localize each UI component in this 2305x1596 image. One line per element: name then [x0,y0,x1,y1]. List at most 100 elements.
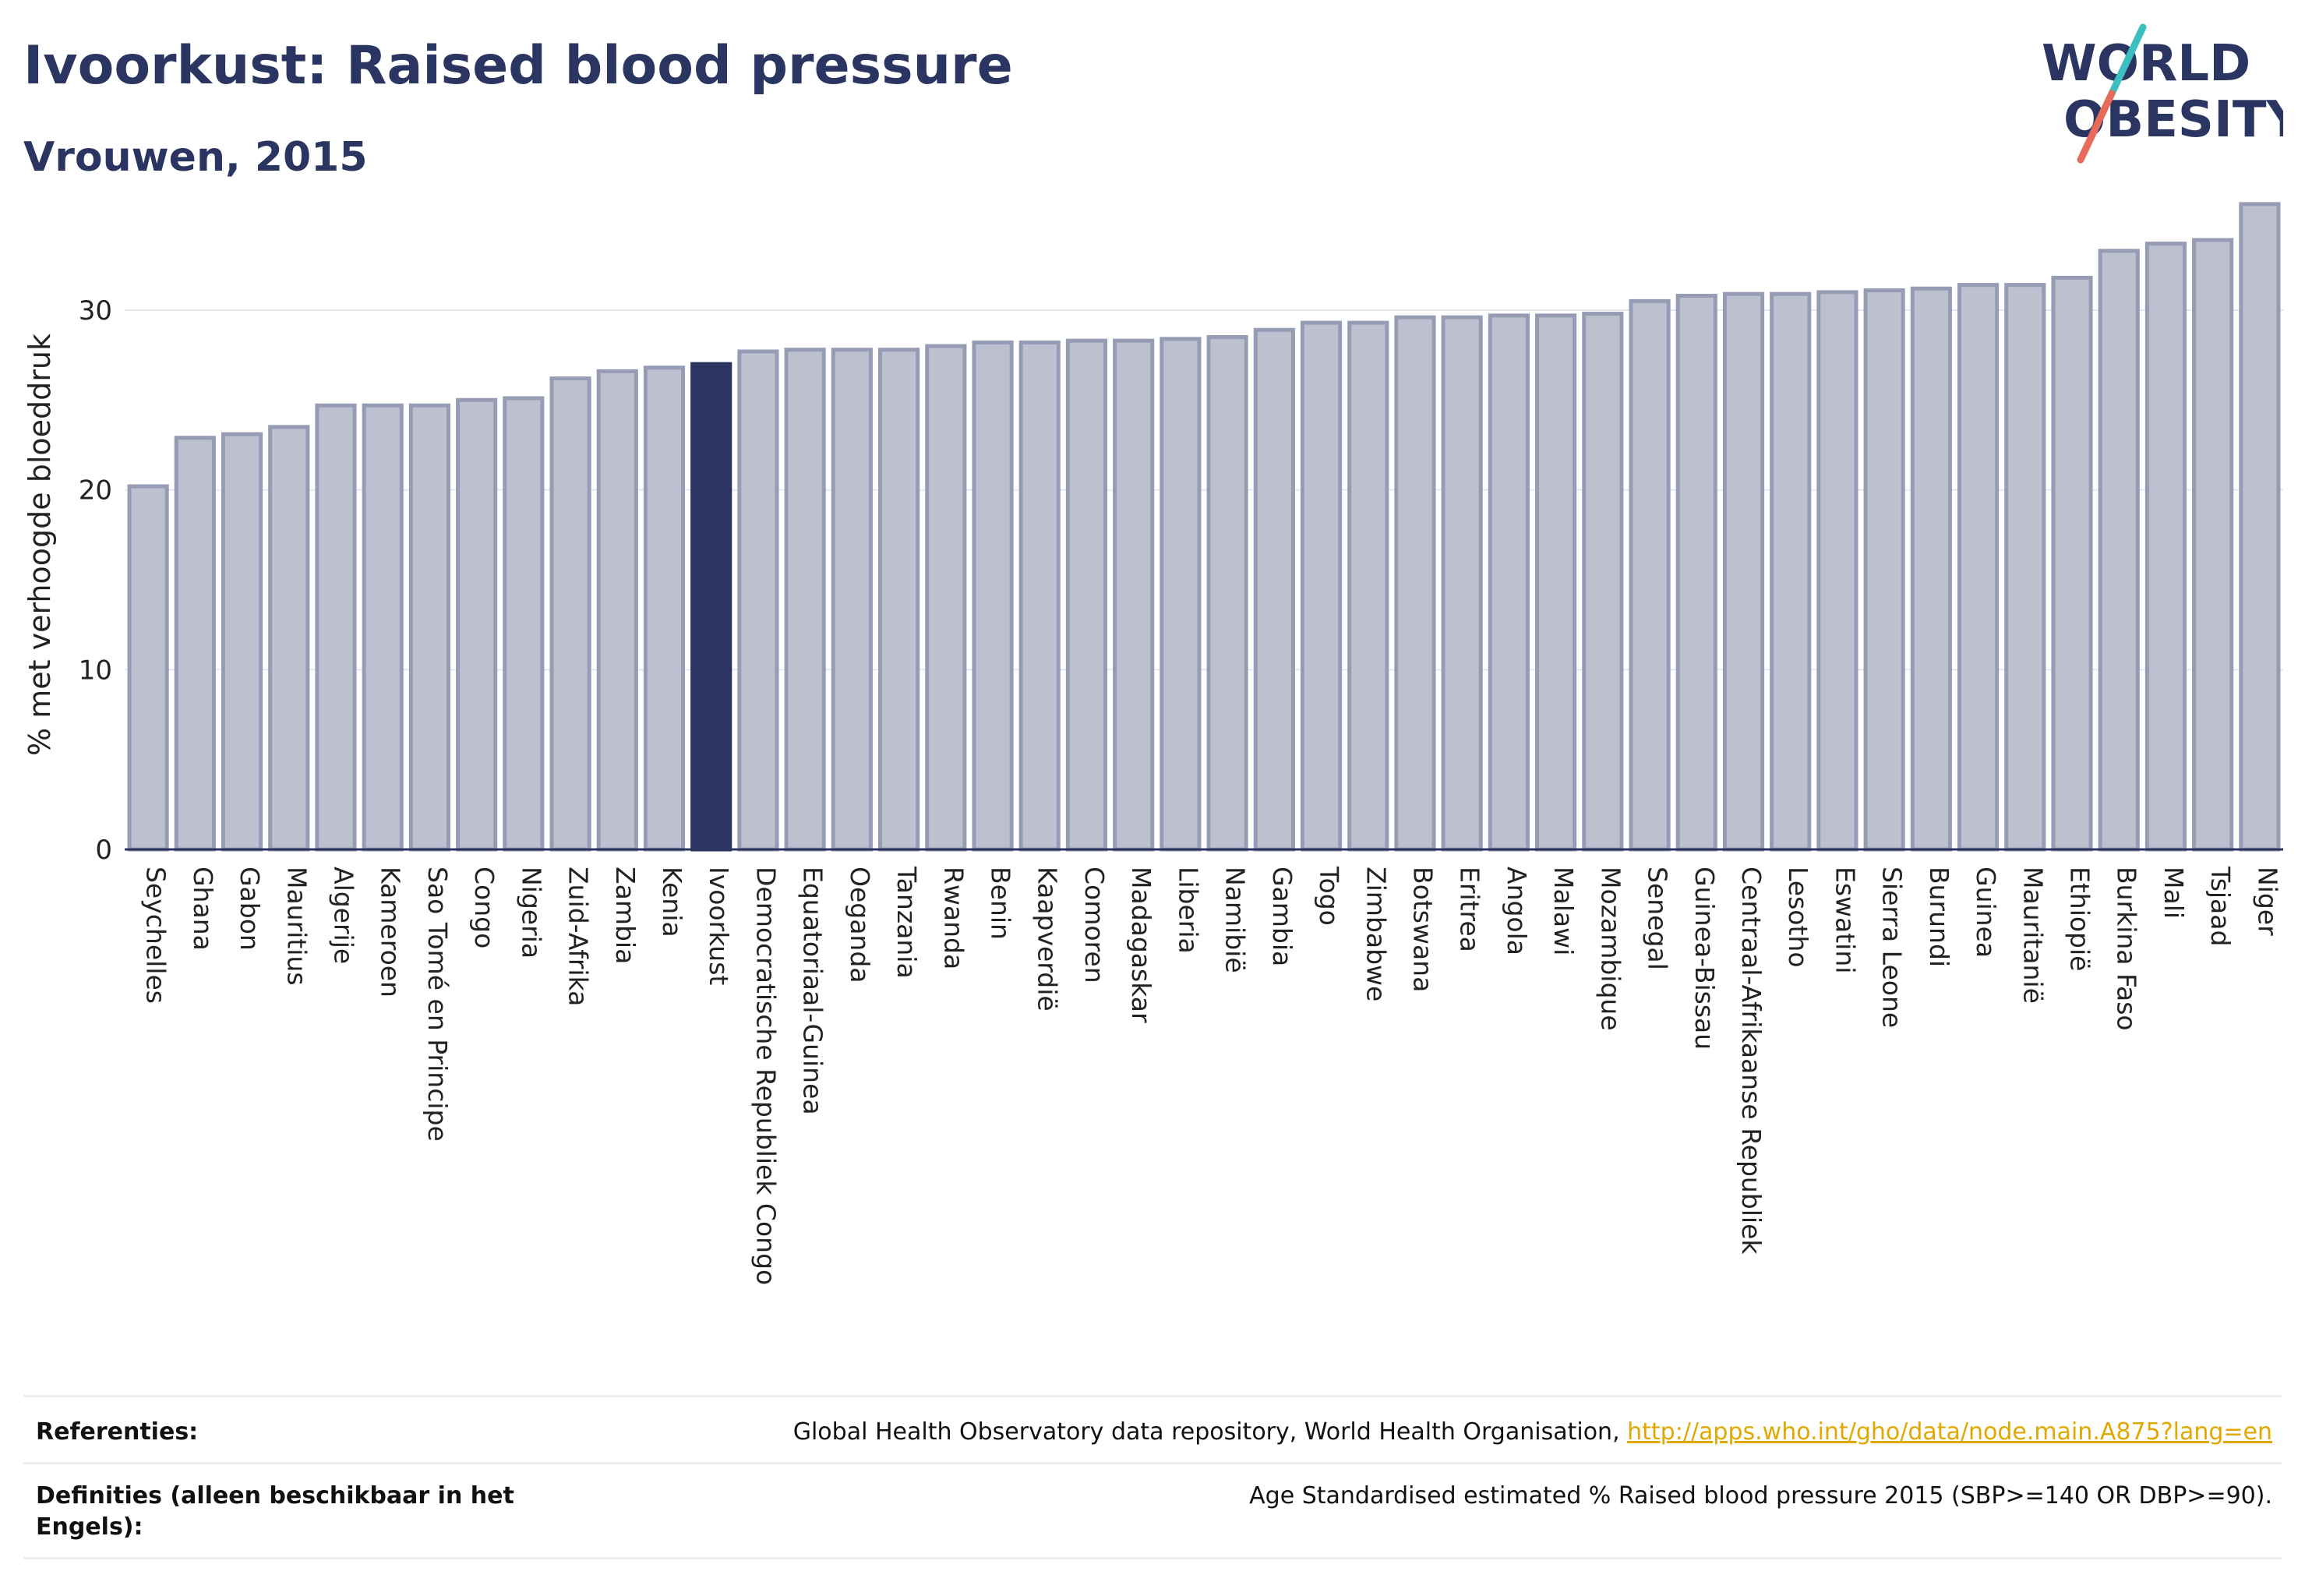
bar [878,348,920,852]
x-tick-label: Algerije [328,867,358,964]
x-tick-label: Nigeria [516,867,546,959]
x-tick-label: Tsjaad [2205,866,2236,946]
references-link[interactable]: http://apps.who.int/gho/data/node.main.A… [1627,1418,2272,1446]
bar [315,403,357,852]
x-tick-label: Ghana [188,867,218,951]
x-tick-label: Benin [986,867,1016,940]
x-tick-label: Kaapverdië [1032,867,1063,1012]
bar [1300,320,1343,852]
x-tick-label: Liberia [1173,867,1203,954]
x-tick-label: Mauritius [281,867,312,986]
x-tick-label: Ivoorkust [704,867,734,985]
bar [737,349,779,852]
bar [1160,337,1202,852]
x-tick-label: Namibië [1220,867,1251,973]
x-tick-label: Centraal-Afrikaanse Republiek [1736,867,1767,1255]
page-title: Ivoorkust: Raised blood pressure [23,35,1013,97]
bar-highlight [690,362,732,852]
x-tick-label: Kenia [657,867,687,937]
bar [1910,286,1952,852]
x-tick-label: Malawi [1548,867,1579,955]
bar [2192,238,2234,852]
bar [2098,249,2140,852]
bar [596,369,638,852]
bar-chart: 0 10 20 30 Seychelles Ghana Gabon Mauritius Alg… [23,202,2283,1285]
logo-line-1: WORLD [2042,35,2250,93]
x-tick-label: Lesotho [1783,867,1813,968]
y-tick-label: 20 [79,475,112,507]
bar [1206,335,1248,852]
x-tick-label: Sierra Leone [1877,867,1908,1028]
x-tick-label: Mali [2159,867,2189,919]
y-tick-label: 0 [95,835,112,866]
bar [503,396,545,852]
x-tick-label: Togo [1314,866,1344,926]
x-tick-label: Burkina Faso [2112,867,2142,1031]
x-tick-label: Eswatini [1830,867,1860,973]
x-tick-label: Democratische Republiek Congo [750,867,781,1285]
x-tick-label: Burundi [1924,867,1954,967]
references-text: Global Health Observatory data repositor… [793,1417,2272,1448]
bar [408,403,451,852]
references-source: Global Health Observatory data repositor… [792,1418,1628,1446]
references-label: Referenties: [36,1418,199,1446]
y-tick-label: 30 [79,295,112,327]
x-tick-labels: Seychelles Ghana Gabon Mauritius Algerije Kam… [141,866,2283,1285]
x-tick-label: Zuid-Afrika [563,867,594,1006]
footer-divider-top [23,1395,2282,1397]
bar [2004,283,2046,852]
x-tick-label: Mauritanië [2017,867,2048,1004]
bar [1675,293,1717,852]
definitions-text: Age Standardised estimated % Raised bloo… [1249,1482,2272,1509]
bar [1535,313,1577,852]
bar [549,376,591,852]
bar [1863,288,1905,852]
y-tick-labels: 0 10 20 30 [79,295,112,866]
bar [1113,338,1155,852]
bars-layer [127,202,2281,852]
bar [1394,315,1436,852]
bar [2239,202,2281,852]
bar [643,365,686,852]
x-tick-label: Botswana [1407,867,1438,992]
bar [784,348,826,852]
definitions-label: Definities (alleen beschikbaar in het En… [36,1482,514,1541]
bar [1770,291,1812,852]
x-tick-label: Mozambique [1595,867,1626,1031]
bar [2051,275,2093,852]
bar [174,436,216,852]
page-subtitle: Vrouwen, 2015 [23,134,368,181]
x-tick-label: Seychelles [141,867,171,1004]
y-tick-label: 10 [79,655,112,686]
x-tick-label: Guinea [1971,867,2001,958]
bar [362,403,404,852]
x-tick-label: Rwanda [938,867,969,969]
x-tick-label: Tanzania [891,866,922,979]
x-tick-label: Eritrea [1455,867,1485,952]
bar [1441,315,1483,852]
y-axis-title: % met verhoogde bloeddruk [23,334,57,756]
bar [1488,313,1530,852]
bar [1629,298,1671,852]
bar [127,484,169,852]
bar [221,432,263,852]
x-tick-label: Angola [1502,867,1532,955]
bar [1018,340,1061,852]
x-tick-label: Senegal [1643,867,1673,970]
bar [268,425,310,852]
x-tick-label: Oeganda [845,867,875,983]
x-tick-label: Kameroen [376,867,406,998]
logo-slash-bottom [2077,90,2116,164]
bar [1582,312,1624,852]
x-tick-label: Sao Tomé en Principe [422,867,453,1142]
x-tick-label: Gabon [235,867,265,951]
x-tick-label: Gambia [1267,867,1297,966]
bar [2144,242,2187,852]
bar [1065,338,1108,852]
footer-divider-middle [23,1462,2282,1464]
x-tick-label: Ethiopië [2065,867,2095,971]
x-tick-label: Congo [469,867,499,948]
x-tick-label: Zimbabwe [1361,867,1391,1001]
bar [456,397,498,852]
x-tick-label: Equatoriaal-Guinea [798,867,828,1115]
